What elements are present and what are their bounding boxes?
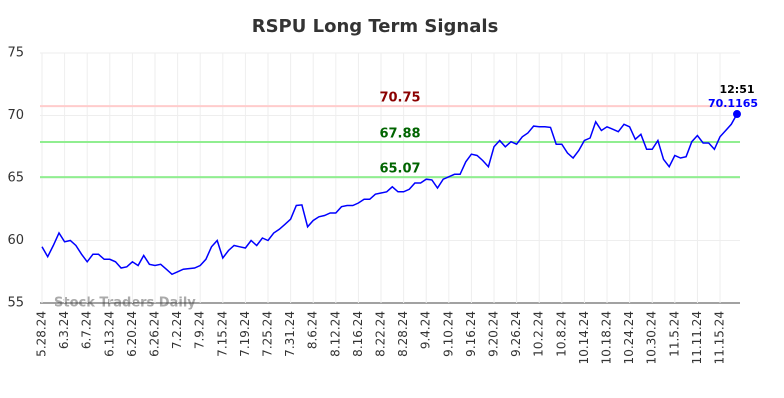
- y-tick-label: 65: [7, 171, 24, 186]
- x-tick-label: 11.5.24: [667, 311, 681, 357]
- x-tick-label: 9.4.24: [419, 311, 433, 349]
- x-tick-label: 6.7.24: [80, 311, 94, 349]
- x-tick-label: 7.15.24: [215, 311, 229, 357]
- x-tick-label: 7.9.24: [193, 311, 207, 349]
- last-value: 70.1165: [708, 97, 758, 110]
- x-tick-label: 10.14.24: [577, 311, 591, 364]
- x-tick-label: 9.16.24: [464, 311, 478, 357]
- x-tick-label: 7.25.24: [261, 311, 275, 357]
- x-tick-label: 8.12.24: [328, 311, 342, 357]
- x-tick-label: 7.19.24: [238, 311, 252, 357]
- price-line: [41, 113, 738, 276]
- x-tick-label: 8.28.24: [396, 311, 410, 357]
- y-tick-label: 70: [7, 108, 24, 123]
- x-tick-label: 8.16.24: [351, 311, 365, 357]
- x-tick-label: 8.22.24: [374, 311, 388, 357]
- x-tick-label: 7.2.24: [170, 311, 184, 349]
- x-tick-label: 6.3.24: [57, 311, 71, 349]
- x-tick-label: 9.26.24: [509, 311, 523, 357]
- x-tick-label: 9.20.24: [487, 311, 501, 357]
- x-tick-label: 9.10.24: [441, 311, 455, 357]
- level-label: 70.75: [379, 91, 420, 106]
- x-tick-label: 11.11.24: [690, 311, 704, 364]
- x-tick-label: 8.6.24: [306, 311, 320, 349]
- y-tick-label: 55: [7, 296, 24, 311]
- x-tick-label: 6.20.24: [125, 311, 139, 357]
- x-tick-label: 6.26.24: [148, 311, 162, 357]
- level-label: 67.88: [379, 127, 420, 142]
- x-tick-label: 10.30.24: [645, 311, 659, 364]
- y-tick-label: 75: [7, 46, 24, 61]
- x-tick-label: 10.8.24: [554, 311, 568, 357]
- x-tick-label: 10.18.24: [600, 311, 614, 364]
- x-tick-label: 7.31.24: [283, 311, 297, 357]
- x-tick-label: 10.24.24: [622, 311, 636, 364]
- last-point: [733, 110, 741, 119]
- y-tick-label: 60: [7, 233, 24, 248]
- x-tick-label: 6.13.24: [102, 311, 116, 357]
- x-tick-label: 11.15.24: [713, 311, 727, 364]
- x-tick-label: 10.2.24: [532, 311, 546, 357]
- x-tick-label: 5.28.24: [35, 311, 49, 357]
- last-time: 12:51: [719, 83, 754, 96]
- chart-title: RSPU Long Term Signals: [252, 16, 499, 37]
- level-label: 65.07: [379, 162, 420, 177]
